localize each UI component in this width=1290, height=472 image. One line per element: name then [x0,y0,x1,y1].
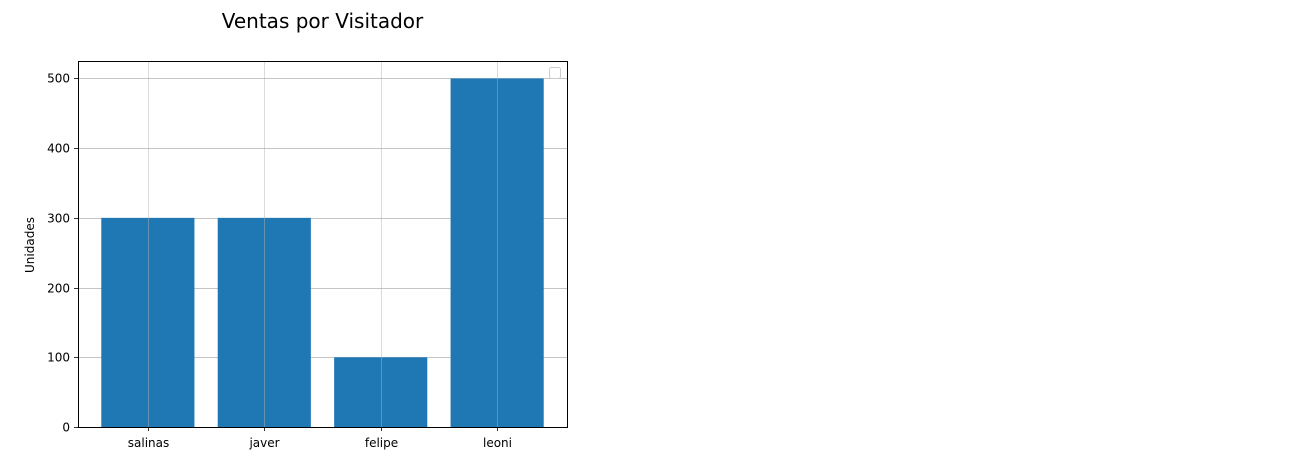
x-tick-label: felipe [365,436,398,450]
y-tick-label: 500 [47,72,70,86]
y-axis: 0 100 200 300 400 500 [47,72,78,435]
plot-frame [78,61,568,428]
bar [101,217,195,427]
y-tick-label: 300 [47,212,70,226]
vertical-grid-lines [148,61,498,427]
bar [334,357,428,427]
x-axis: salinas javer felipe leoni [128,427,512,450]
y-tick-label: 400 [47,142,70,156]
y-tick-label: 0 [62,421,70,435]
chart-title: Ventas por Visitador [221,9,424,33]
y-tick-label: 100 [47,351,70,365]
bars [101,78,544,427]
y-axis-label: Unidades [23,217,37,273]
y-tick-label: 200 [47,282,70,296]
legend-box [549,67,561,79]
x-tick-label: salinas [128,436,169,450]
x-tick-label: javer [248,436,279,450]
x-tick-label: leoni [483,436,512,450]
